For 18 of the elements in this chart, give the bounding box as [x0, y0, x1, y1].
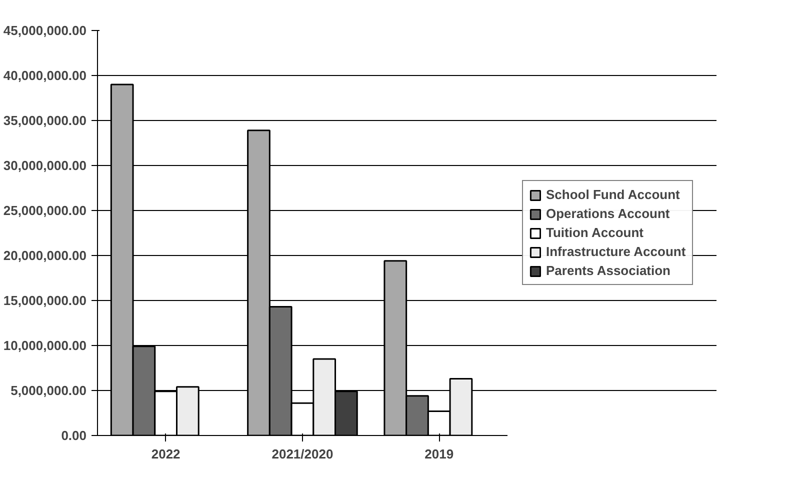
legend-label: School Fund Account	[546, 187, 680, 202]
y-tick-label: 15,000,000.00	[3, 293, 87, 308]
y-tick-label: 45,000,000.00	[3, 23, 87, 38]
y-tick-label: 30,000,000.00	[3, 158, 87, 173]
y-tick-label: 10,000,000.00	[3, 338, 87, 353]
legend-label: Parents Association	[546, 263, 671, 278]
y-tick-label: 0.00	[61, 428, 87, 443]
legend-label: Tuition Account	[546, 225, 644, 240]
legend-label: Infrastructure Account	[546, 244, 686, 259]
x-tick-label: 2022	[151, 446, 180, 462]
legend-label: Operations Account	[546, 206, 670, 221]
x-tick-label: 2021/2020	[272, 446, 334, 462]
y-tick-label: 35,000,000.00	[3, 113, 87, 128]
y-tick-label: 20,000,000.00	[3, 248, 87, 263]
y-tick-label: 40,000,000.00	[3, 68, 87, 83]
y-tick-label: 25,000,000.00	[3, 203, 87, 218]
x-tick-label: 2019	[424, 446, 454, 462]
y-tick-label: 5,000,000.00	[10, 383, 86, 398]
